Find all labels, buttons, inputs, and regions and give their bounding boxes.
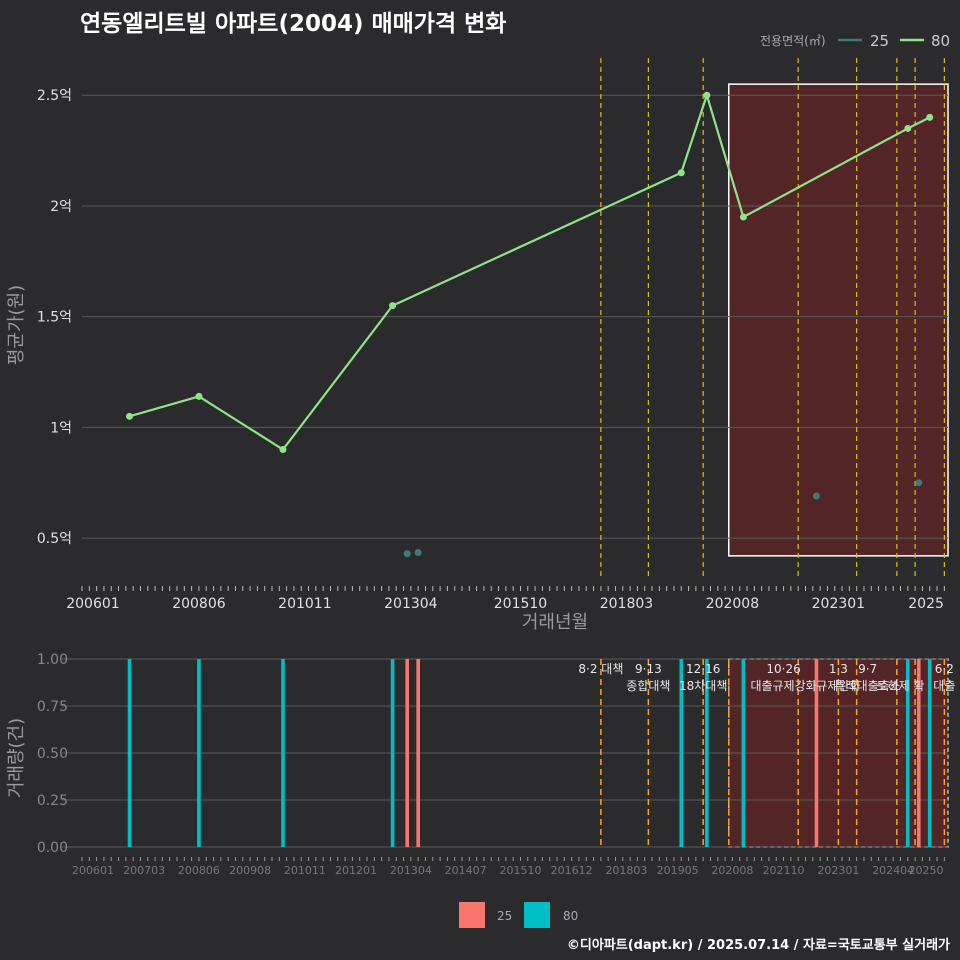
bar-25	[416, 659, 420, 847]
x-tick-label: 2025	[908, 596, 944, 612]
x-tick-label: 200601	[66, 596, 119, 612]
highlight-region	[728, 83, 949, 557]
y-axis-title-bottom: 거래량(건)	[6, 718, 27, 798]
series-80-point	[904, 124, 912, 132]
x-tick-label-bottom: 201803	[605, 864, 647, 877]
x-tick-label-bottom: 200703	[123, 864, 165, 877]
x-tick-label-bottom: 200601	[72, 864, 114, 877]
policy-annotation: 종합대책	[626, 678, 670, 693]
x-tick-label: 201304	[384, 596, 438, 612]
series-80-point	[279, 446, 287, 454]
bar-80	[741, 659, 746, 847]
x-tick-label-bottom: 20250	[909, 864, 944, 877]
x-tick-label-bottom: 202404	[872, 864, 914, 877]
y-tick-label-bottom: 0.50	[37, 746, 68, 762]
legend-swatch-bottom-80	[524, 902, 550, 928]
bar-80	[705, 659, 709, 847]
x-tick-label: 202301	[812, 596, 865, 612]
x-tick-label-bottom: 200908	[229, 864, 271, 877]
y-axis-title: 평균가(원)	[6, 285, 27, 365]
y-tick-label: 1억	[50, 420, 72, 436]
x-tick-label: 201510	[494, 596, 547, 612]
y-tick-label: 2억	[50, 199, 72, 215]
x-tick-label-bottom: 201304	[390, 864, 432, 877]
policy-annotation: 9·7	[858, 662, 877, 676]
y-tick-label: 0.5억	[37, 531, 72, 547]
bar-80	[281, 659, 285, 847]
series-80-point	[677, 169, 685, 177]
series-80-point	[195, 392, 203, 400]
policy-annotation: 토허제 확	[877, 679, 925, 693]
series-80-point	[703, 91, 711, 99]
x-axis-title: 거래년월	[522, 612, 588, 633]
series-80-point	[739, 213, 747, 221]
series-25-point	[915, 479, 923, 487]
x-tick-label: 202008	[706, 596, 759, 612]
y-tick-label: 1.5억	[37, 310, 72, 326]
x-tick-label-bottom: 201510	[499, 864, 541, 877]
legend-label-25: 25	[870, 32, 889, 50]
y-tick-label-bottom: 0.75	[37, 699, 68, 715]
y-tick-label-bottom: 0.00	[37, 840, 68, 856]
x-tick-label: 200806	[172, 596, 226, 612]
x-tick-label-bottom: 202301	[817, 864, 859, 877]
bar-80	[906, 659, 910, 847]
bar-80	[390, 659, 395, 847]
y-tick-label-bottom: 1.00	[37, 652, 68, 668]
policy-annotation: 대출	[933, 679, 955, 693]
series-25-point	[403, 550, 411, 558]
bar-80	[197, 659, 201, 847]
bar-25	[814, 659, 819, 847]
y-tick-label-bottom: 0.25	[37, 793, 68, 809]
x-tick-label-bottom: 200806	[178, 864, 220, 877]
source-footer: ©디아파트(dapt.kr) / 2025.07.14 / 자료=국토교통부 실…	[566, 938, 950, 953]
bar-80	[679, 659, 684, 847]
series-80-point	[389, 302, 397, 310]
x-tick-label-bottom: 201011	[284, 864, 326, 877]
bar-25	[916, 659, 921, 847]
policy-annotation: 9·13	[635, 662, 662, 676]
series-25-point	[812, 492, 820, 500]
y-tick-label: 2.5억	[37, 88, 72, 104]
series-25-point	[414, 549, 422, 557]
legend-label-bottom-25: 25	[497, 909, 512, 923]
policy-annotation: 1·3	[829, 662, 848, 676]
series-80-point	[926, 113, 934, 121]
policy-annotation: 8·2 대책	[578, 661, 623, 676]
policy-annotation: 6·2	[935, 662, 954, 676]
policy-annotation: 18차대책	[679, 678, 727, 693]
x-tick-label-bottom: 202110	[763, 864, 805, 877]
x-tick-label-bottom: 201407	[445, 864, 487, 877]
bar-80	[127, 659, 132, 847]
legend-label-bottom-80: 80	[563, 909, 578, 923]
x-tick-label: 201011	[278, 596, 331, 612]
series-80-point	[126, 412, 134, 420]
policy-annotation: 12·16	[686, 662, 720, 676]
policy-annotation: 규제완화	[816, 679, 860, 693]
x-tick-label-bottom: 201201	[335, 864, 377, 877]
policy-annotation: 대출규제강화	[750, 679, 816, 693]
legend-title: 전용면적(㎡)	[760, 34, 826, 48]
bar-80	[927, 659, 932, 847]
legend-swatch-bottom-25	[459, 902, 485, 928]
policy-annotation: 특례대출축소	[834, 679, 900, 693]
x-tick-label-bottom: 202008	[711, 864, 753, 877]
policy-annotation: 10·26	[766, 662, 800, 676]
legend-label-80: 80	[931, 32, 950, 50]
x-tick-label: 201803	[600, 596, 653, 612]
chart-title: 연동엘리트빌 아파트(2004) 매매가격 변화	[80, 11, 507, 37]
x-tick-label-bottom: 201612	[551, 864, 593, 877]
bar-25	[405, 659, 410, 847]
x-tick-label-bottom: 201905	[657, 864, 699, 877]
